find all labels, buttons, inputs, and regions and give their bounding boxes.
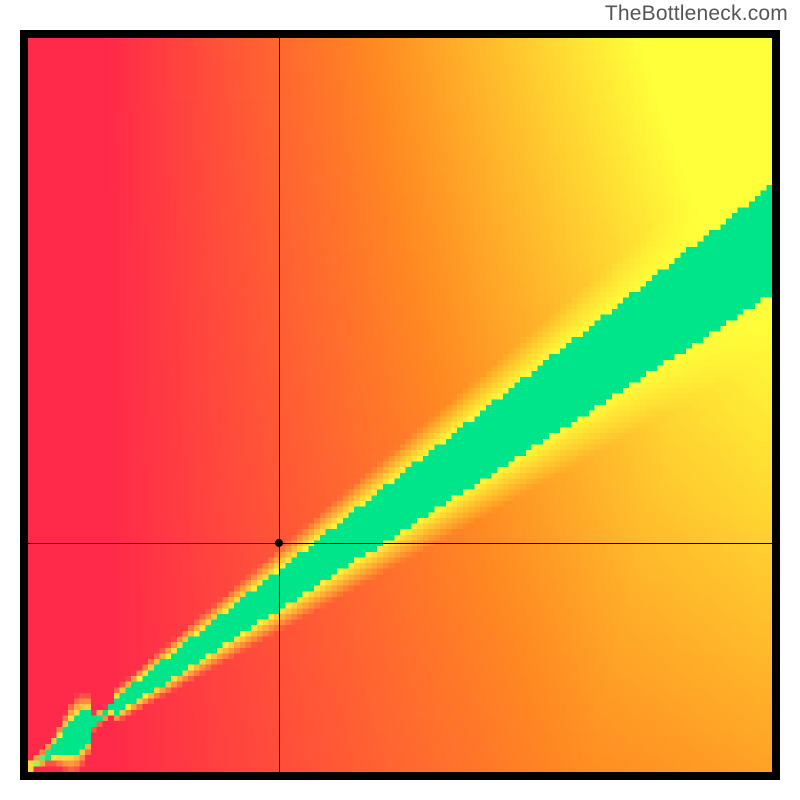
heatmap-plot <box>28 38 772 772</box>
crosshair-vertical <box>279 38 280 772</box>
marker-dot <box>275 539 283 547</box>
plot-frame <box>20 30 780 780</box>
heatmap-canvas <box>28 38 772 772</box>
crosshair-horizontal <box>28 543 772 544</box>
watermark-text: TheBottleneck.com <box>605 2 788 26</box>
chart-wrapper: TheBottleneck.com <box>0 0 800 800</box>
